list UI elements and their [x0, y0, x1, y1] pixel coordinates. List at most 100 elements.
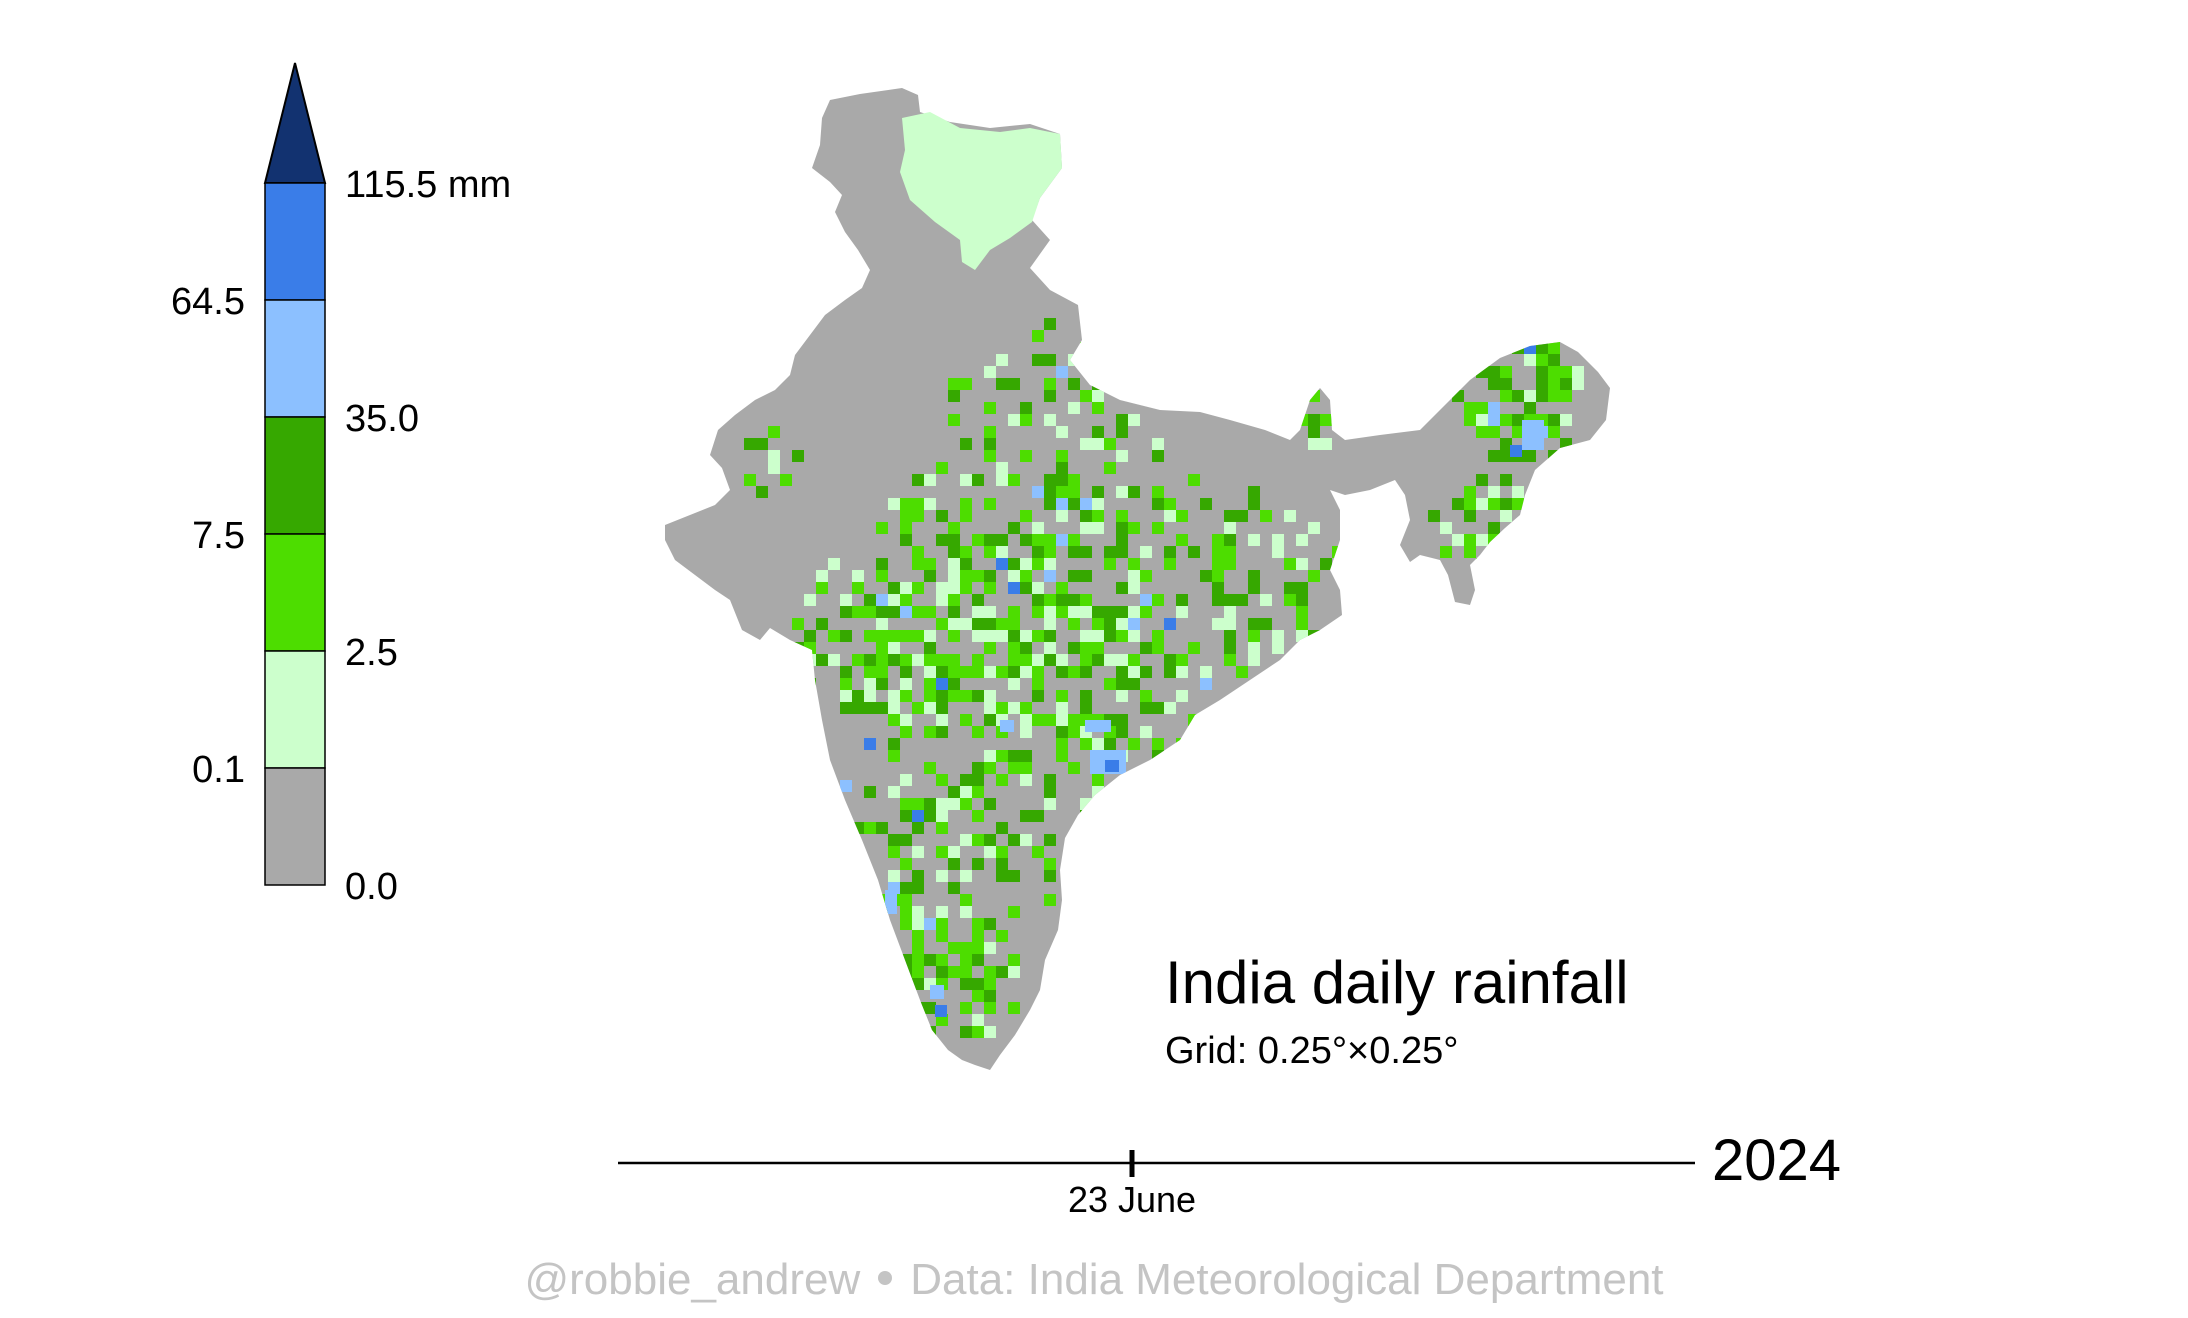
rain-cell [1104, 822, 1116, 834]
rain-cell [1524, 390, 1536, 402]
rain-cell [1512, 414, 1524, 426]
rain-cell [996, 666, 1008, 678]
rain-cell [1488, 486, 1500, 498]
rain-cell [1296, 594, 1308, 606]
rain-cell [1068, 726, 1080, 738]
rain-cell [1044, 594, 1056, 606]
rain-cell [1428, 510, 1440, 522]
rain-cell [1020, 450, 1032, 462]
rain-cell [924, 1026, 936, 1038]
rain-cell [1032, 330, 1044, 342]
rain-cell [1500, 414, 1512, 426]
rain-cell [924, 702, 936, 714]
rain-cell [756, 486, 768, 498]
rain-cell [1452, 390, 1464, 402]
rain-cell [888, 786, 900, 798]
rain-cell [864, 594, 876, 606]
rain-cell [1080, 570, 1092, 582]
rain-cell [984, 1002, 996, 1014]
rain-cell [840, 630, 852, 642]
rain-cell [792, 618, 804, 630]
rain-cell [1188, 762, 1200, 774]
rain-cell [948, 966, 960, 978]
rain-cell [1008, 558, 1020, 570]
rain-cell [1128, 414, 1140, 426]
rain-cell [984, 426, 996, 438]
rain-cell [1080, 702, 1092, 714]
rain-cell [1092, 378, 1104, 390]
rain-cell [1548, 378, 1560, 390]
rain-cell [1248, 618, 1260, 630]
rain-cell [1056, 462, 1068, 474]
rain-cell [1080, 438, 1092, 450]
rain-cell [1008, 1002, 1020, 1014]
rain-cell [1020, 402, 1032, 414]
rain-cell [1488, 366, 1500, 378]
rain-cell [912, 882, 924, 894]
rain-cell-heavy [840, 780, 852, 792]
rain-cell [948, 690, 960, 702]
rain-cell [1008, 702, 1020, 714]
rain-cell [1296, 630, 1308, 642]
rain-cell [960, 618, 972, 630]
rain-cell [876, 822, 888, 834]
rain-cell [1320, 438, 1332, 450]
rain-cell [984, 762, 996, 774]
rain-cell [1284, 594, 1296, 606]
rain-cell [948, 678, 960, 690]
rain-cell [900, 522, 912, 534]
rain-cell [948, 594, 960, 606]
rain-cell [1476, 474, 1488, 486]
rain-cell [876, 642, 888, 654]
map-title: India daily rainfall [1165, 949, 1629, 1016]
rain-cell [1548, 390, 1560, 402]
rain-cell [936, 774, 948, 786]
rain-cell [1020, 726, 1032, 738]
rain-cell [1068, 486, 1080, 498]
rain-cell [912, 474, 924, 486]
rain-cell [948, 414, 960, 426]
rain-cell [948, 390, 960, 402]
rain-cell [1164, 498, 1176, 510]
rain-cell [840, 594, 852, 606]
rain-cell [852, 654, 864, 666]
rain-cell [1032, 810, 1044, 822]
rain-cell [1032, 630, 1044, 642]
rain-cell [1140, 726, 1152, 738]
rain-cell [1488, 402, 1500, 414]
rain-cell [888, 594, 900, 606]
rain-cell [1176, 654, 1188, 666]
rain-cell [1524, 342, 1536, 354]
rain-cell [948, 654, 960, 666]
rain-cell [1176, 690, 1188, 702]
rain-cell [984, 402, 996, 414]
rain-cell [948, 378, 960, 390]
rain-cell [984, 978, 996, 990]
rain-cell [1572, 378, 1584, 390]
rain-cell [840, 690, 852, 702]
rain-cell [1080, 738, 1092, 750]
rain-cell-heavy [1510, 445, 1522, 457]
rain-cell [1176, 510, 1188, 522]
rain-cell [1212, 570, 1224, 582]
rain-cell [852, 570, 864, 582]
rain-cell [912, 498, 924, 510]
rain-cell [1572, 366, 1584, 378]
rain-cell [1476, 426, 1488, 438]
rain-cell [1332, 414, 1344, 426]
rain-cell [972, 1026, 984, 1038]
rain-cell [984, 546, 996, 558]
rain-cell [852, 870, 864, 882]
rain-cell [996, 534, 1008, 546]
rain-cell [852, 702, 864, 714]
rain-cell [1332, 546, 1344, 558]
rain-cell [996, 474, 1008, 486]
rain-cell [876, 606, 888, 618]
rain-cell [1092, 498, 1104, 510]
rain-cell [984, 666, 996, 678]
rain-cell [876, 930, 888, 942]
rain-cell [1032, 354, 1044, 366]
rain-cell [936, 822, 948, 834]
rain-cell [1104, 606, 1116, 618]
rain-cell [864, 942, 876, 954]
